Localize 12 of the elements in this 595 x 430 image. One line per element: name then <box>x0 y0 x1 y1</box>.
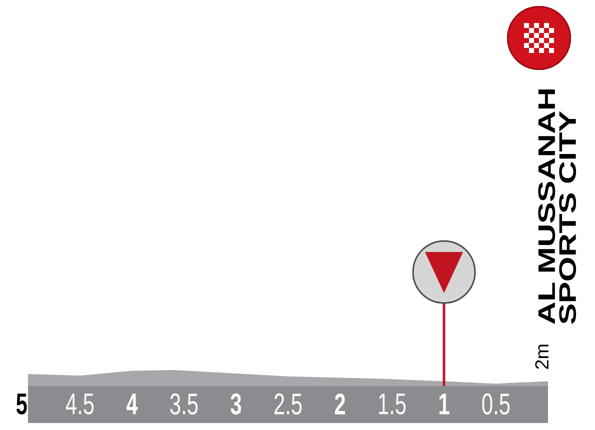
text: AL MUSSANAH SPORTS CITY <box>538 90 576 324</box>
x-tick-label: 4 <box>126 394 138 414</box>
x-tick-label: 2.5 <box>274 393 302 415</box>
x-tick-label: 4.5 <box>66 394 94 414</box>
x-tick-label: 0.5 <box>482 393 510 415</box>
x-tick-label: 1.5 <box>379 394 406 414</box>
text: 2m <box>535 344 548 369</box>
x-tick-label: 3 <box>230 393 242 415</box>
x-tick-label: 3.5 <box>170 393 198 415</box>
x-tick-label: 5 <box>16 394 27 414</box>
x-tick-label: 1 <box>439 394 450 414</box>
x-tick-label: 2 <box>334 394 345 414</box>
